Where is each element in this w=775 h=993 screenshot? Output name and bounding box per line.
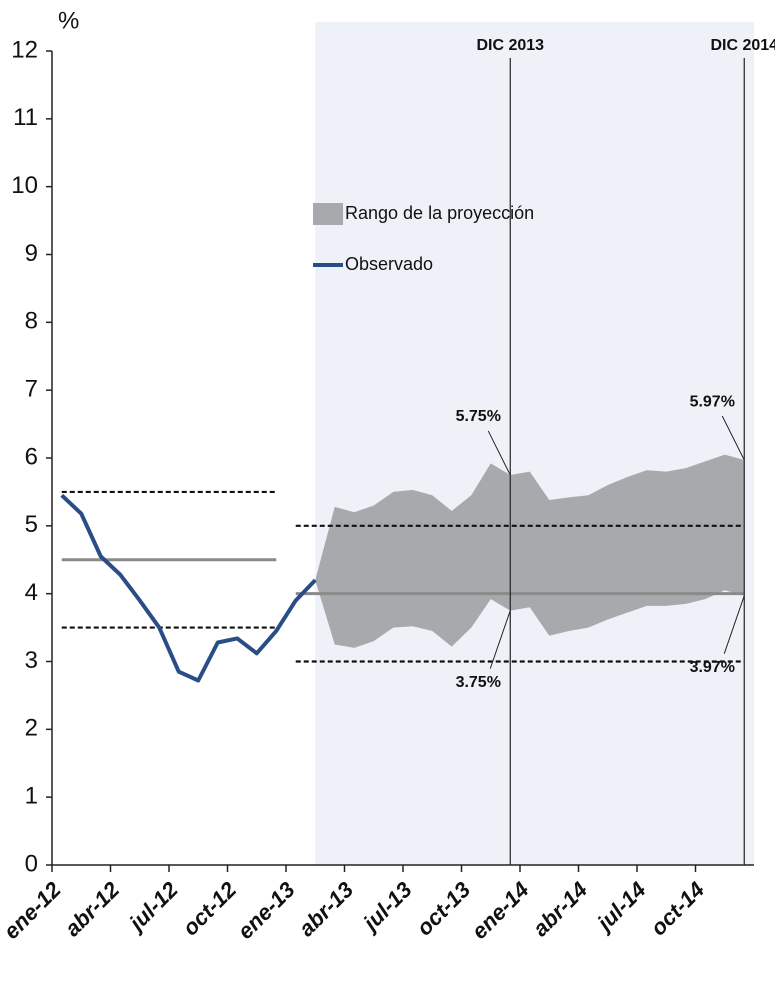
y-tick-label: 2 [25,715,38,742]
leader-line [721,415,745,461]
leader-line [489,610,511,669]
x-tick-label: ene-14 [467,877,534,944]
x-tick-label: oct-13 [412,877,475,940]
lower-value-label: 3.97% [690,659,735,676]
y-tick-label: 6 [25,443,38,470]
y-tick-label: 10 [11,172,38,199]
legend-label: Rango de la proyección [345,203,534,223]
observed-line [60,493,317,683]
legend-label: Observado [345,254,433,274]
upper-value-label: 5.97% [690,393,735,410]
projection-band [315,454,745,648]
x-tick-label: oct-14 [646,877,709,940]
y-tick-label: 9 [25,240,38,267]
y-tick-label: 0 [25,850,38,877]
x-tick-label: abr-14 [528,877,592,941]
x-tick-label: ene-13 [233,877,300,944]
x-tick-label: abr-12 [60,876,125,941]
x-tick-label: abr-13 [294,877,358,941]
projection-area [315,22,754,865]
x-tick-label: jul-12 [122,876,183,937]
y-tick-label: 8 [25,308,38,335]
leader-line [723,595,745,654]
marker-label: DIC 2014 [710,37,775,54]
x-tick-label: jul-13 [356,877,416,937]
lower-value-label: 3.75% [456,674,501,691]
upper-value-label: 5.75% [456,408,501,425]
y-tick-label: 7 [25,376,38,403]
x-tick-label: oct-12 [178,876,242,940]
marker-label: DIC 2013 [476,37,544,54]
y-axis-label: % [58,7,79,34]
x-tick-label: ene-12 [0,876,66,944]
y-tick-label: 1 [25,783,38,810]
y-tick-label: 4 [25,579,38,606]
y-tick-label: 5 [25,511,38,538]
x-tick-label: jul-14 [590,877,650,937]
leader-line [487,430,511,476]
y-tick-label: 11 [13,104,38,131]
y-tick-label: 12 [11,36,38,63]
legend-swatch [313,203,343,225]
y-tick-label: 3 [25,647,38,674]
